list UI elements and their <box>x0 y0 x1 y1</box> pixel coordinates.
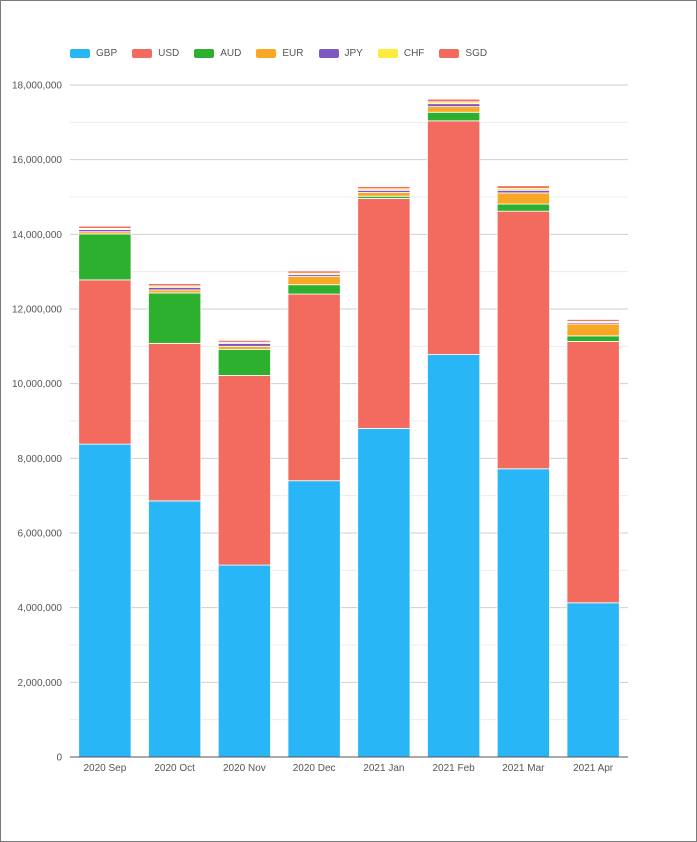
y-tick-label: 18,000,000 <box>12 81 62 92</box>
bar-segment-aud[interactable] <box>148 292 202 344</box>
bar-segment-sgd[interactable] <box>496 185 550 189</box>
legend-item-aud[interactable]: AUD <box>194 48 241 59</box>
y-tick-label: 4,000,000 <box>18 603 63 614</box>
bar-segment-usd[interactable] <box>287 293 341 482</box>
bar-segment-gbp[interactable] <box>78 443 132 758</box>
bar-segment-sgd[interactable] <box>78 225 132 229</box>
y-tick-label: 8,000,000 <box>18 454 63 465</box>
legend-item-usd[interactable]: USD <box>132 48 179 59</box>
bar-segment-aud[interactable] <box>427 111 481 122</box>
bar-segment-eur[interactable] <box>566 323 620 337</box>
bar-segment-usd[interactable] <box>148 342 202 502</box>
bar-series <box>78 98 620 758</box>
bar-segment-eur[interactable] <box>287 276 341 286</box>
bar-segment-sgd[interactable] <box>287 270 341 274</box>
bar-segment-sgd[interactable] <box>427 98 481 103</box>
y-tick-label: 12,000,000 <box>12 305 62 316</box>
x-tick-label: 2020 Nov <box>223 763 266 774</box>
y-axis: 0 2,000,000 4,000,000 6,000,000 8,000,000 10,… <box>12 81 628 764</box>
chart-legend: GBP USD AUD EUR JPY CHF SGD <box>70 48 502 59</box>
x-axis: 2020 Sep 2020 Oct 2020 Nov 2020 Dec 2021 Jan… <box>83 763 613 774</box>
bar-segment-usd[interactable] <box>566 341 620 604</box>
x-tick-label: 2021 Apr <box>573 763 614 774</box>
legend-item-eur[interactable]: EUR <box>256 48 304 59</box>
y-tick-label: 0 <box>56 753 62 764</box>
bar-segment-gbp[interactable] <box>496 468 550 758</box>
legend-item-sgd[interactable]: SGD <box>439 48 487 59</box>
x-tick-label: 2021 Mar <box>502 763 545 774</box>
bar-segment-sgd[interactable] <box>217 339 271 343</box>
bar-segment-usd[interactable] <box>78 279 132 445</box>
bar-segment-eur[interactable] <box>148 289 202 294</box>
bar-segment-eur[interactable] <box>427 106 481 113</box>
legend-label: GBP <box>96 48 118 59</box>
legend-swatch <box>194 49 215 58</box>
legend-item-jpy[interactable]: JPY <box>318 48 363 59</box>
x-tick-label: 2021 Feb <box>432 763 475 774</box>
legend-swatch <box>132 49 153 58</box>
legend-swatch <box>377 49 398 58</box>
bar-segment-sgd[interactable] <box>357 186 411 190</box>
y-tick-label: 16,000,000 <box>12 155 62 166</box>
legend-label: SGD <box>465 48 488 59</box>
x-tick-label: 2020 Sep <box>83 763 126 774</box>
bar-segment-aud[interactable] <box>78 233 132 281</box>
bar-segment-jpy[interactable] <box>217 342 271 347</box>
bar-segment-sgd[interactable] <box>566 319 620 322</box>
bar-segment-eur[interactable] <box>496 192 550 205</box>
y-tick-label: 14,000,000 <box>12 230 62 241</box>
bar-segment-gbp[interactable] <box>148 500 202 758</box>
y-tick-label: 2,000,000 <box>18 678 63 689</box>
x-tick-label: 2020 Dec <box>293 763 336 774</box>
bar-segment-usd[interactable] <box>357 198 411 429</box>
bar-segment-aud[interactable] <box>287 284 341 295</box>
bar-segment-aud[interactable] <box>566 335 620 342</box>
bar-segment-aud[interactable] <box>217 348 271 376</box>
legend-item-chf[interactable]: CHF <box>377 48 425 59</box>
bar-segment-aud[interactable] <box>496 203 550 212</box>
bar-segment-gbp[interactable] <box>217 564 271 758</box>
legend-swatch <box>70 49 90 58</box>
bar-segment-gbp[interactable] <box>287 480 341 758</box>
legend-swatch <box>318 49 339 58</box>
bar-segment-gbp[interactable] <box>566 602 620 758</box>
bar-segment-usd[interactable] <box>496 210 550 470</box>
bar-segment-eur[interactable] <box>217 345 271 350</box>
legend-label: JPY <box>344 48 363 59</box>
bar-segment-usd[interactable] <box>427 120 481 355</box>
bar-segment-gbp[interactable] <box>357 428 411 758</box>
bar-segment-gbp[interactable] <box>427 354 481 758</box>
y-tick-label: 6,000,000 <box>18 529 63 540</box>
legend-swatch <box>439 49 460 58</box>
bar-segment-usd[interactable] <box>217 375 271 566</box>
x-tick-label: 2020 Oct <box>154 763 195 774</box>
bar-segment-eur[interactable] <box>357 192 411 197</box>
legend-label: USD <box>158 48 180 59</box>
legend-label: CHF <box>403 48 425 59</box>
legend-label: EUR <box>282 48 304 59</box>
bar-segment-jpy[interactable] <box>427 103 481 108</box>
bar-segment-sgd[interactable] <box>148 283 202 287</box>
legend-swatch <box>256 49 277 58</box>
x-tick-label: 2021 Jan <box>363 763 404 774</box>
legend-label: AUD <box>220 48 242 59</box>
legend-item-gbp[interactable]: GBP <box>70 48 117 59</box>
y-tick-label: 10,000,000 <box>12 379 62 390</box>
